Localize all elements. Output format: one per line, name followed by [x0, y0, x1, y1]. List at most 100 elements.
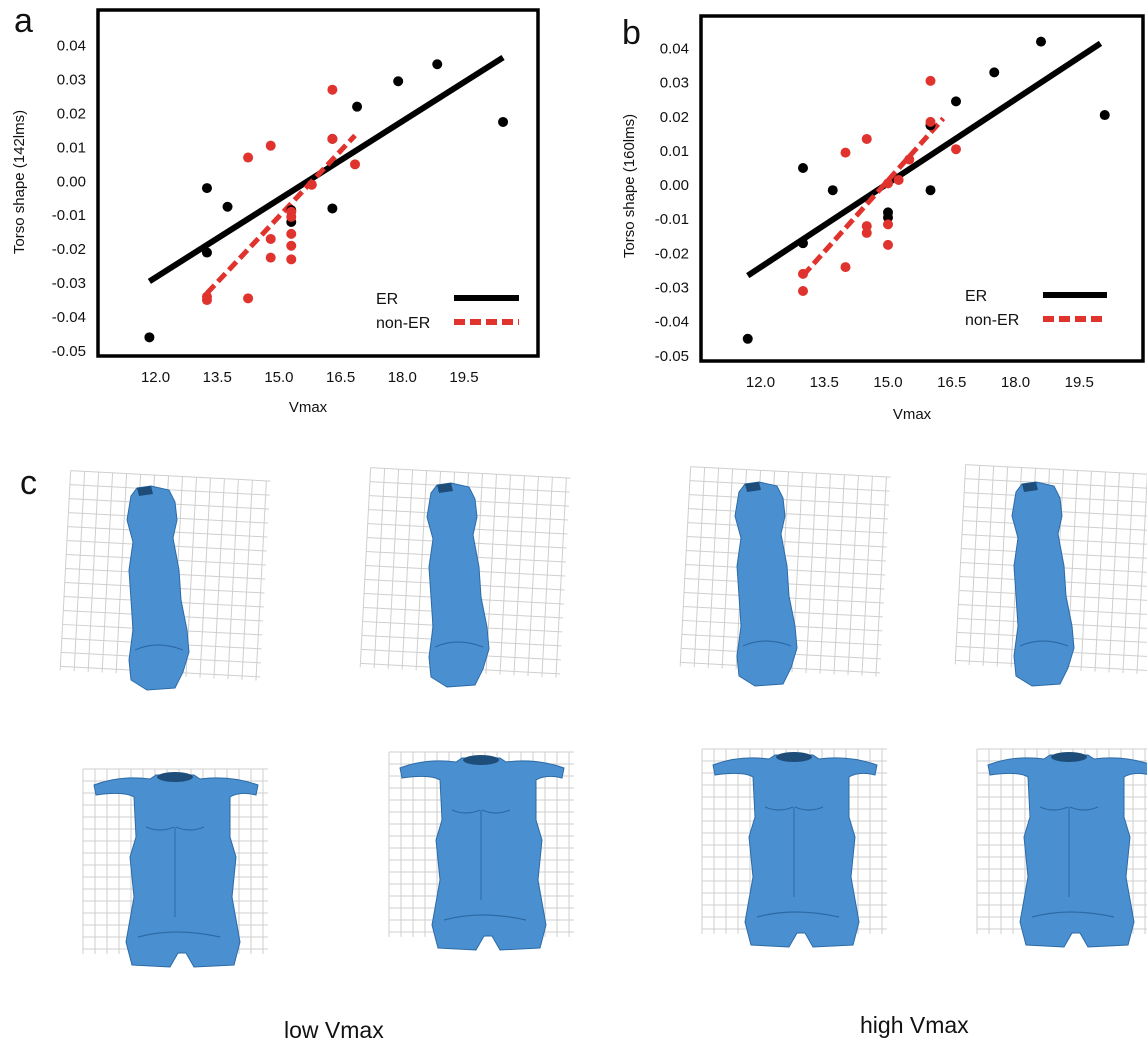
- grid-line: [679, 466, 692, 667]
- data-point-non-er: [883, 178, 893, 189]
- grid-line: [961, 534, 1147, 546]
- x-tick-label: 16.5: [326, 369, 355, 386]
- grid-line: [686, 550, 886, 562]
- torso-side-shape: [126, 485, 190, 691]
- x-tick-label: 16.5: [937, 374, 966, 391]
- data-point-non-er: [327, 84, 338, 95]
- data-point-er: [1099, 110, 1110, 121]
- data-point-er: [951, 96, 961, 107]
- data-point-non-er: [350, 159, 361, 170]
- x-tick-label: 13.5: [203, 369, 232, 386]
- grid-line: [964, 492, 1147, 504]
- torso-front-low-1: [78, 765, 278, 980]
- chart-a: 0.04 0.03 0.02 0.01 0.00 -0.01 -0.02 -0.03 -0.04…: [0, 0, 560, 430]
- data-point-er: [201, 247, 212, 258]
- grid-line: [101, 472, 114, 673]
- grid-line: [963, 506, 1147, 518]
- data-point-non-er: [861, 227, 872, 238]
- torso-front-shape: [399, 755, 565, 951]
- torso-side-low-1: [55, 468, 280, 703]
- grid-line: [964, 478, 1147, 490]
- torso-side-neck: [1022, 482, 1038, 492]
- data-point-non-er: [327, 133, 338, 144]
- y-axis-label: Torso shape (142lms): [11, 110, 28, 254]
- torso-front-body: [93, 774, 259, 968]
- grid-line: [73, 471, 86, 672]
- grid-line: [721, 468, 734, 669]
- grid-line: [847, 475, 859, 676]
- data-point-er: [989, 67, 1000, 78]
- legend-label: non-ER: [376, 315, 430, 332]
- data-point-non-er: [840, 147, 851, 158]
- grid-line: [555, 477, 567, 678]
- grid-line: [1108, 472, 1120, 673]
- data-point-er: [798, 163, 808, 174]
- grid-line: [1094, 471, 1106, 672]
- grid-line: [689, 494, 889, 506]
- torso-side-shape: [734, 481, 798, 687]
- x-axis-label: Vmax: [289, 399, 328, 416]
- data-point-er: [144, 332, 155, 343]
- torso-side-shape: [426, 482, 490, 688]
- torso-front-chest: [764, 806, 824, 811]
- y-tick-label: 0.00: [57, 173, 86, 190]
- grid-line: [370, 467, 571, 479]
- grid-line: [401, 469, 414, 670]
- torso-front-waistline: [756, 911, 840, 918]
- grid-line: [115, 473, 128, 674]
- data-point-non-er: [265, 140, 276, 151]
- data-point-non-er: [904, 154, 915, 165]
- data-point-er: [798, 238, 808, 249]
- torso-front-high-1: [697, 745, 897, 960]
- y-tick-label: -0.03: [52, 275, 86, 292]
- chart-b: 0.04 0.03 0.02 0.01 0.00 -0.01 -0.02 -0.03 -0.04…: [600, 0, 1147, 430]
- data-point-er: [925, 185, 936, 196]
- torso-side-body: [1011, 481, 1075, 687]
- data-point-non-er: [243, 293, 254, 304]
- y-tick-label: -0.01: [52, 207, 86, 224]
- x-axis-label: Vmax: [893, 406, 932, 423]
- data-point-non-er: [861, 133, 872, 144]
- torso-side-waistline: [434, 641, 484, 648]
- torso-side-high-2: [950, 462, 1147, 697]
- grid-line: [875, 476, 887, 677]
- data-point-non-er: [243, 152, 254, 163]
- data-point-non-er: [306, 179, 317, 190]
- chart-b-svg: 0.04 0.03 0.02 0.01 0.00 -0.01 -0.02 -0.03 -0.04…: [621, 14, 1145, 423]
- grid-line: [805, 473, 817, 673]
- data-point-er: [742, 333, 753, 344]
- data-point-non-er: [893, 174, 904, 185]
- y-tick-label: 0.02: [57, 105, 86, 122]
- torso-side-neck: [137, 486, 153, 496]
- torso-side-neck: [437, 483, 453, 493]
- data-point-non-er: [798, 285, 808, 296]
- grid-line: [373, 468, 386, 669]
- data-point-er: [432, 59, 443, 70]
- y-tick-label: 0.02: [660, 109, 689, 126]
- plot-frame: [96, 8, 540, 358]
- fit-line-er: [147, 54, 505, 284]
- grid-line: [962, 520, 1147, 532]
- torso-front-svg: [82, 768, 268, 968]
- grid-line: [689, 480, 890, 492]
- x-tick-label: 18.0: [1001, 374, 1030, 391]
- y-tick-label: -0.01: [655, 211, 689, 228]
- grid-line: [255, 480, 267, 681]
- grid-line: [513, 475, 525, 676]
- torso-front-waistline: [443, 914, 527, 921]
- data-point-non-er: [840, 262, 851, 273]
- grid-line: [687, 522, 888, 534]
- y-tick-label: 0.01: [660, 143, 689, 160]
- torso-front-svg: [976, 748, 1147, 948]
- data-point-non-er: [201, 295, 212, 306]
- torso-side-svg: [954, 464, 1147, 687]
- x-tick-label: 12.0: [746, 374, 775, 391]
- y-tick-label: 0.04: [660, 40, 689, 57]
- grid-line: [59, 470, 72, 671]
- grid-line: [213, 478, 225, 679]
- grid-line: [690, 466, 891, 478]
- torso-front-neck: [1051, 752, 1087, 762]
- grid-line: [541, 477, 553, 677]
- panel-label-c: c: [20, 464, 37, 502]
- data-point-er: [352, 101, 363, 112]
